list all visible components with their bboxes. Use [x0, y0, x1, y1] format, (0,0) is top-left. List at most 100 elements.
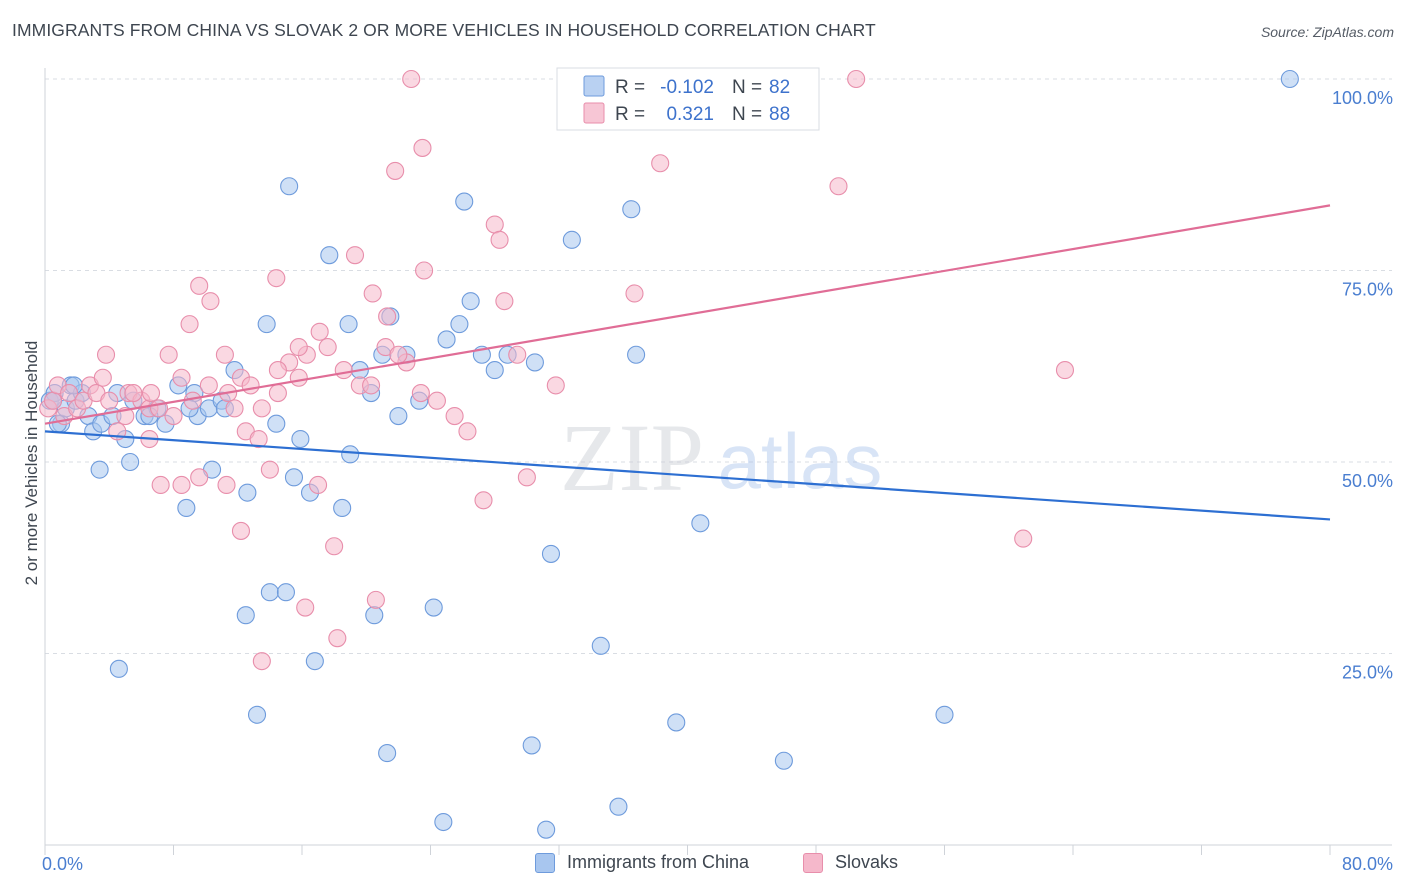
legend-r-label-china: R =: [615, 77, 645, 98]
data-point-slovaks: [402, 69, 421, 89]
data-point-slovaks: [267, 269, 286, 288]
data-point-slovaks: [495, 292, 514, 311]
legend-swatch-china-bottom: [535, 852, 555, 873]
legend-n-value-china: 82: [769, 77, 790, 98]
data-point-china: [609, 797, 628, 816]
data-point-slovaks: [325, 537, 344, 556]
source-label: Source: ZipAtlas.com: [1260, 24, 1394, 40]
data-point-slovaks: [458, 422, 477, 441]
data-point-slovaks: [159, 345, 178, 364]
data-point-china: [485, 361, 504, 380]
data-point-slovaks: [289, 368, 308, 387]
data-point-slovaks: [847, 69, 866, 89]
data-point-china: [284, 468, 304, 487]
axes: [44, 68, 1392, 855]
y-tick-label: 100.0%: [1332, 88, 1393, 108]
data-point-slovaks: [180, 315, 199, 334]
data-point-china: [257, 315, 276, 334]
data-point-china: [341, 445, 360, 464]
data-point-slovaks: [231, 521, 251, 540]
data-point-china: [541, 544, 561, 563]
data-point-china: [320, 246, 339, 265]
legend-label-china: Immigrants from China: [567, 852, 750, 872]
data-point-slovaks: [43, 391, 63, 410]
data-point-china: [305, 652, 324, 671]
data-point-slovaks: [445, 406, 464, 426]
data-point-china: [537, 820, 556, 839]
legend-item-china[interactable]: Immigrants from China: [535, 852, 749, 873]
data-point-slovaks: [485, 215, 504, 234]
data-point-china: [667, 713, 686, 732]
data-point-slovaks: [310, 322, 329, 341]
data-point-slovaks: [829, 177, 848, 196]
trend-line-china: [44, 430, 1331, 521]
data-point-slovaks: [249, 429, 268, 449]
y-tick-label: 50.0%: [1342, 471, 1393, 491]
data-point-china: [260, 583, 279, 602]
data-point-slovaks: [151, 475, 170, 495]
data-point-slovaks: [546, 376, 565, 395]
data-point-china: [522, 736, 541, 755]
data-point-china: [291, 429, 310, 449]
data-point-slovaks: [199, 376, 218, 395]
data-point-slovaks: [508, 345, 527, 364]
legend-swatch-slovaks: [583, 102, 605, 124]
watermark: ZIP atlas: [560, 404, 882, 511]
grid-lines: [45, 78, 1392, 654]
chart-title: IMMIGRANTS FROM CHINA VS SLOVAK 2 OR MOR…: [12, 20, 876, 40]
data-point-slovaks: [252, 399, 271, 418]
data-point-slovaks: [93, 368, 112, 387]
watermark-zip: ZIP: [560, 404, 704, 511]
legend-label-slovaks: Slovaks: [835, 852, 899, 872]
data-point-china: [627, 345, 646, 364]
data-point-slovaks: [215, 345, 234, 364]
bottom-legend: Immigrants from China Slovaks: [0, 852, 1406, 878]
data-point-slovaks: [217, 475, 236, 495]
legend-n-label-slovaks: N =: [732, 104, 762, 125]
data-point-slovaks: [362, 376, 381, 395]
data-point-slovaks: [517, 468, 536, 487]
data-point-slovaks: [201, 292, 220, 311]
trend-lines: [44, 204, 1331, 521]
data-point-china: [591, 636, 610, 655]
y-axis-label: 2 or more Vehicles in Household: [22, 341, 41, 586]
data-point-china: [236, 606, 255, 625]
data-point-slovaks: [1014, 529, 1033, 548]
data-point-china: [333, 498, 352, 518]
data-point-china: [450, 315, 469, 334]
data-point-slovaks: [172, 368, 191, 387]
data-point-china: [622, 200, 641, 219]
y-tick-label: 75.0%: [1342, 280, 1393, 300]
data-point-slovaks: [345, 246, 365, 265]
data-point-china: [1280, 69, 1299, 89]
data-point-china: [774, 751, 793, 770]
data-point-slovaks: [268, 384, 287, 403]
data-point-slovaks: [490, 230, 509, 249]
data-point-slovaks: [172, 475, 191, 495]
legend-n-value-slovaks: 88: [769, 104, 790, 125]
data-point-slovaks: [378, 307, 397, 326]
data-point-slovaks: [386, 161, 405, 180]
data-point-slovaks: [415, 261, 434, 280]
legend-r-value-china: -0.102: [660, 77, 714, 98]
tick-labels: 25.0% 50.0% 75.0% 100.0% 0.0% 80.0%: [42, 88, 1393, 874]
data-point-china: [365, 606, 384, 625]
data-point-slovaks: [411, 384, 430, 403]
data-point-slovaks: [474, 491, 493, 510]
data-point-china: [238, 483, 257, 502]
data-point-slovaks: [363, 284, 382, 303]
data-point-slovaks: [124, 384, 143, 403]
data-point-china: [280, 177, 299, 196]
legend-item-slovaks[interactable]: Slovaks: [803, 852, 898, 873]
data-point-china: [121, 452, 140, 472]
legend-r-label-slovaks: R =: [615, 104, 645, 125]
legend-swatch-slovaks-bottom: [803, 852, 823, 873]
data-point-china: [276, 583, 295, 602]
legend-n-label-china: N =: [732, 77, 762, 98]
data-point-slovaks: [96, 345, 116, 364]
data-point-slovaks: [100, 391, 119, 410]
data-point-slovaks: [289, 338, 308, 357]
data-point-china: [691, 514, 710, 533]
legend-r-value-slovaks: 0.321: [666, 104, 714, 125]
